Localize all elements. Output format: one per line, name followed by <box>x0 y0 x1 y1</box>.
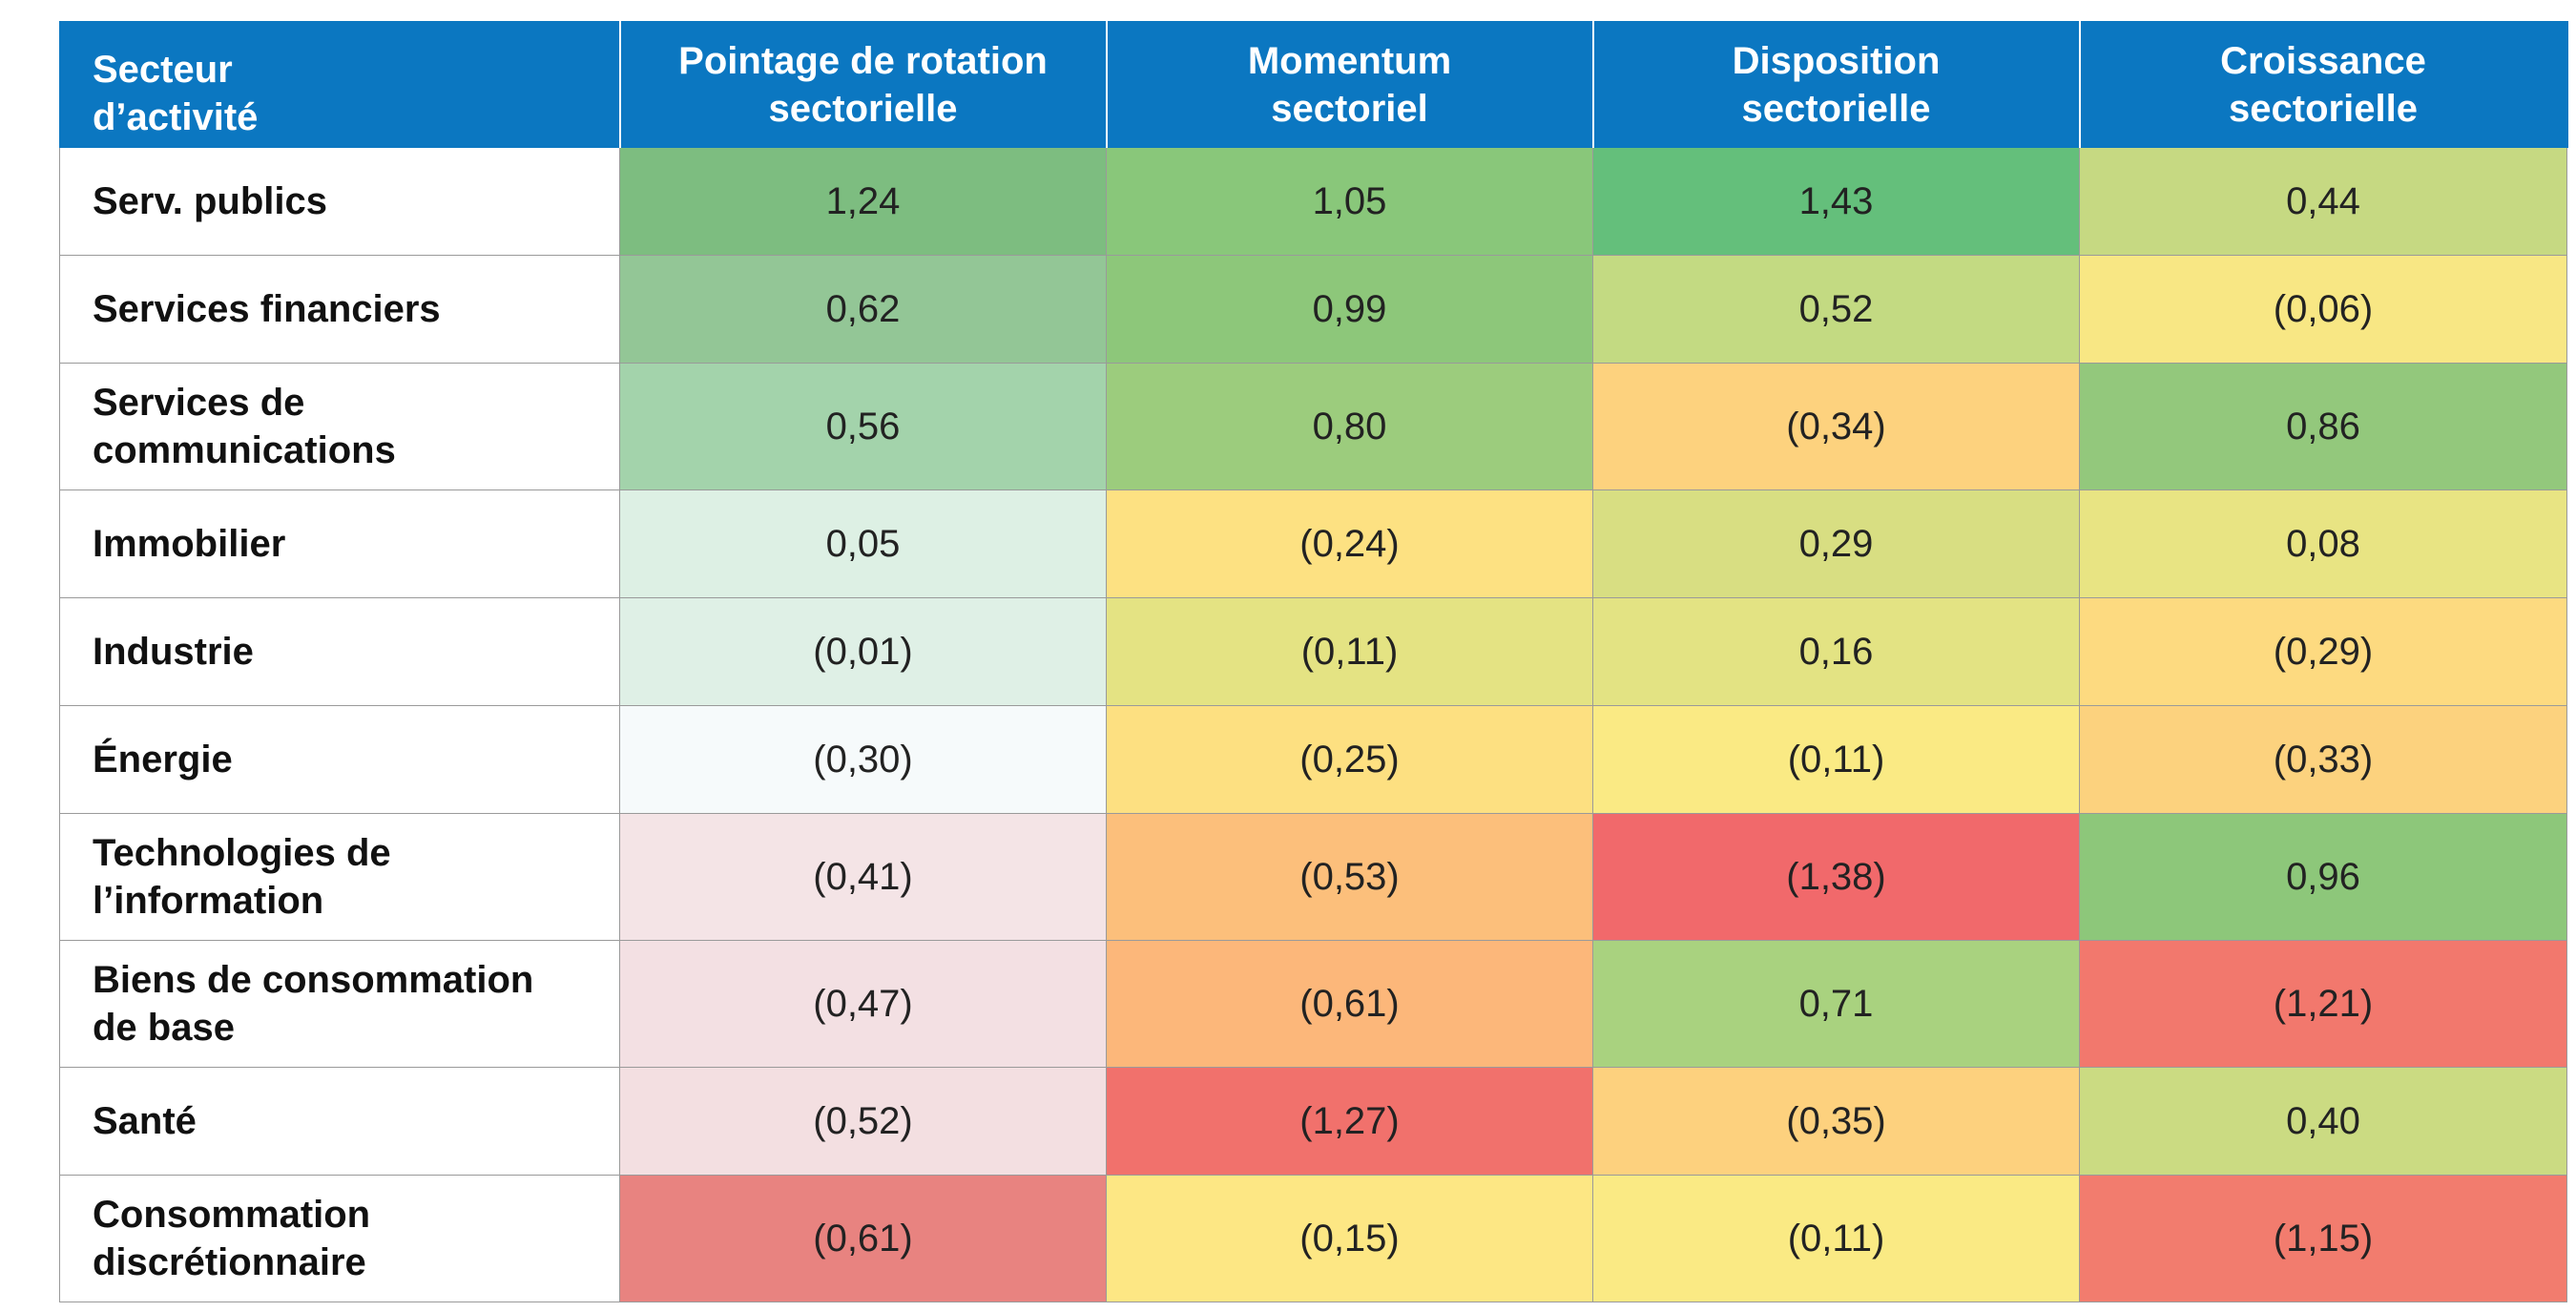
row-label-line: Services de <box>93 382 305 424</box>
table-row: Industrie (0,01) (0,11) 0,16 (0,29) <box>59 597 2567 706</box>
header-row: Secteur d’activité Pointage de rotation … <box>59 21 2568 148</box>
row-label: Services financiers <box>59 255 620 364</box>
heatmap-cell-rotation-score: (0,52) <box>619 1067 1107 1176</box>
heatmap-cell-growth: 0,44 <box>2079 147 2567 256</box>
heatmap-cell-rotation-score: (0,01) <box>619 597 1107 706</box>
table-row: Immobilier 0,05 (0,24) 0,29 0,08 <box>59 489 2567 598</box>
header-momentum-line-1: Momentum <box>1247 39 1452 82</box>
header-growth: Croissance sectorielle <box>2079 21 2568 148</box>
heatmap-cell-disposition: (1,38) <box>1592 813 2080 941</box>
heatmap-cell-rotation-score: 1,24 <box>619 147 1107 256</box>
heatmap-cell-rotation-score: 0,05 <box>619 489 1107 598</box>
header-sector-line-2: d’activité <box>93 96 259 138</box>
table-row: Technologies de l’information (0,41) (0,53)… <box>59 813 2567 941</box>
row-label: Industrie <box>59 597 620 706</box>
heatmap-cell-disposition: (0,34) <box>1592 363 2080 490</box>
heatmap-cell-growth: (1,15) <box>2079 1175 2567 1302</box>
heatmap-cell-rotation-score: (0,47) <box>619 940 1107 1068</box>
heatmap-cell-disposition: 0,29 <box>1592 489 2080 598</box>
heatmap-cell-momentum: (0,11) <box>1106 597 1593 706</box>
heatmap-cell-growth: (0,29) <box>2079 597 2567 706</box>
header-disposition-line-2: sectorielle <box>1741 87 1931 130</box>
heatmap-cell-growth: 0,08 <box>2079 489 2567 598</box>
row-label: Services de communications <box>59 363 620 490</box>
row-label-line: l’information <box>93 880 324 922</box>
row-label-line: Serv. publics <box>93 180 328 222</box>
header-growth-line-1: Croissance <box>2220 39 2426 82</box>
row-label-line: Biens de consommation <box>93 959 534 1001</box>
header-sector-line-1: Secteur <box>93 49 233 91</box>
heatmap-cell-momentum: (0,61) <box>1106 940 1593 1068</box>
row-label: Consommation discrétionnaire <box>59 1175 620 1302</box>
heatmap-cell-momentum: 1,05 <box>1106 147 1593 256</box>
header-momentum-line-2: sectoriel <box>1271 87 1428 130</box>
table-row: Services de communications 0,56 0,80 (0,34) 0… <box>59 363 2567 490</box>
table-row: Santé (0,52) (1,27) (0,35) 0,40 <box>59 1067 2567 1176</box>
heatmap-body: Serv. publics 1,24 1,05 1,43 0,44 Services fi… <box>59 147 2567 1302</box>
table-row: Consommation discrétionnaire (0,61) (0,15)(… <box>59 1175 2567 1302</box>
header-rotation-score: Pointage de rotation sectorielle <box>619 21 1108 148</box>
heatmap-cell-growth: 0,40 <box>2079 1067 2567 1176</box>
row-label-line: Consommation <box>93 1194 371 1236</box>
heatmap-cell-disposition: 1,43 <box>1592 147 2080 256</box>
row-label-line: Industrie <box>93 631 254 673</box>
row-label-line: communications <box>93 429 396 471</box>
row-label-line: Santé <box>93 1100 197 1142</box>
header-disposition-line-1: Disposition <box>1732 39 1941 82</box>
heatmap-cell-momentum: 0,99 <box>1106 255 1593 364</box>
heatmap-cell-growth: (1,21) <box>2079 940 2567 1068</box>
heatmap-cell-disposition: 0,71 <box>1592 940 2080 1068</box>
heatmap-cell-growth: (0,33) <box>2079 705 2567 814</box>
row-label: Immobilier <box>59 489 620 598</box>
sector-rotation-heatmap: Secteur d’activité Pointage de rotation … <box>59 21 2568 1302</box>
row-label: Énergie <box>59 705 620 814</box>
heatmap-cell-disposition: 0,52 <box>1592 255 2080 364</box>
header-growth-line-2: sectorielle <box>2229 87 2418 130</box>
heatmap-cell-rotation-score: 0,56 <box>619 363 1107 490</box>
table-row: Services financiers 0,62 0,99 0,52 (0,06) <box>59 255 2567 364</box>
heatmap-cell-momentum: (0,15) <box>1106 1175 1593 1302</box>
table-row: Biens de consommation de base (0,47) (0,61)… <box>59 940 2567 1068</box>
heatmap-cell-growth: 0,96 <box>2079 813 2567 941</box>
heatmap-cell-rotation-score: (0,30) <box>619 705 1107 814</box>
row-label: Santé <box>59 1067 620 1176</box>
row-label: Biens de consommation de base <box>59 940 620 1068</box>
heatmap-cell-growth: (0,06) <box>2079 255 2567 364</box>
heatmap-cell-rotation-score: (0,61) <box>619 1175 1107 1302</box>
heatmap-cell-disposition: (0,11) <box>1592 705 2080 814</box>
row-label-line: Technologies de <box>93 832 391 874</box>
table-row: Énergie (0,30) (0,25) (0,11) (0,33) <box>59 705 2567 814</box>
row-label: Technologies de l’information <box>59 813 620 941</box>
heatmap-cell-momentum: 0,80 <box>1106 363 1593 490</box>
row-label-line: Services financiers <box>93 288 441 330</box>
row-label-line: discrétionnaire <box>93 1241 366 1283</box>
header-rotation-line-2: sectorielle <box>768 87 958 130</box>
table-row: Serv. publics 1,24 1,05 1,43 0,44 <box>59 147 2567 256</box>
row-label: Serv. publics <box>59 147 620 256</box>
heatmap-cell-disposition: 0,16 <box>1592 597 2080 706</box>
header-sector: Secteur d’activité <box>59 21 621 148</box>
heatmap-cell-rotation-score: 0,62 <box>619 255 1107 364</box>
header-rotation-line-1: Pointage de rotation <box>678 39 1048 82</box>
heatmap-cell-momentum: (0,53) <box>1106 813 1593 941</box>
header-momentum: Momentum sectoriel <box>1106 21 1594 148</box>
header-disposition: Disposition sectorielle <box>1592 21 2081 148</box>
heatmap-cell-growth: 0,86 <box>2079 363 2567 490</box>
heatmap-cell-disposition: (0,35) <box>1592 1067 2080 1176</box>
heatmap-cell-disposition: (0,11) <box>1592 1175 2080 1302</box>
row-label-line: de base <box>93 1007 235 1049</box>
row-label-line: Énergie <box>93 739 233 781</box>
heatmap-cell-momentum: (0,24) <box>1106 489 1593 598</box>
heatmap-cell-momentum: (0,25) <box>1106 705 1593 814</box>
heatmap-cell-rotation-score: (0,41) <box>619 813 1107 941</box>
heatmap-cell-momentum: (1,27) <box>1106 1067 1593 1176</box>
row-label-line: Immobilier <box>93 523 286 565</box>
